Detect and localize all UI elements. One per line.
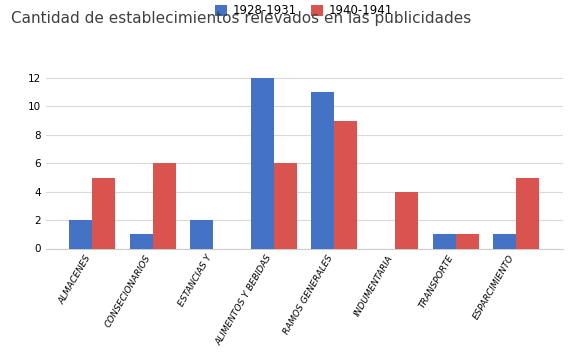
Legend: 1928-1931, 1940-1941: 1928-1931, 1940-1941 xyxy=(211,0,398,22)
Bar xyxy=(516,178,539,248)
Text: Cantidad de establecimientos relevados en las publicidades: Cantidad de establecimientos relevados e… xyxy=(11,11,472,26)
Bar xyxy=(395,192,418,248)
Bar xyxy=(312,92,335,248)
Bar xyxy=(493,234,516,248)
Bar xyxy=(130,234,153,248)
Bar xyxy=(456,234,479,248)
Bar xyxy=(92,178,115,248)
Bar xyxy=(433,234,456,248)
Bar xyxy=(153,163,176,248)
Bar xyxy=(274,163,297,248)
Bar xyxy=(251,78,274,248)
Bar xyxy=(69,220,92,248)
Bar xyxy=(191,220,214,248)
Bar xyxy=(335,121,358,248)
